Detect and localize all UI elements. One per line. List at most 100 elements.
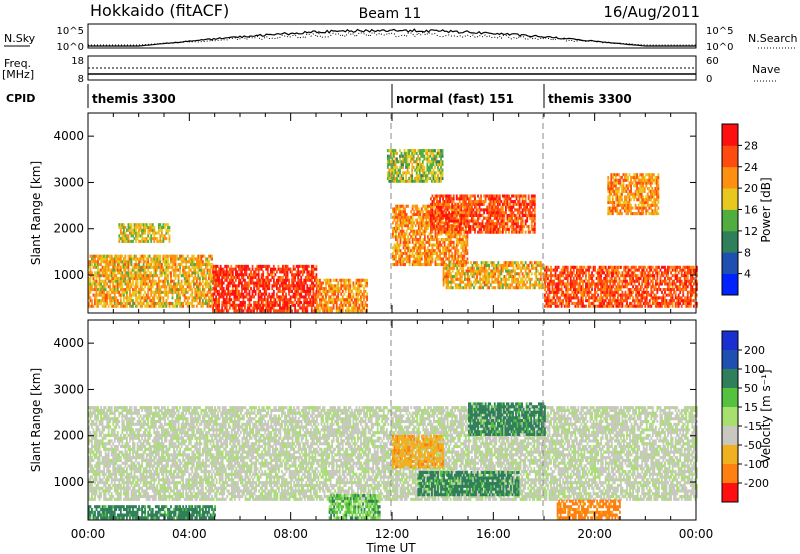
heatmap-cell (300, 275, 303, 280)
heatmap-cell (364, 284, 367, 288)
heatmap-cell (443, 254, 446, 258)
heatmap-cell (508, 230, 510, 234)
heatmap-cell (515, 227, 518, 231)
heatmap-cell (472, 194, 475, 198)
heatmap-cell (554, 271, 557, 275)
heatmap-cell (475, 213, 478, 218)
heatmap-cell (449, 200, 452, 204)
heatmap-cell (292, 281, 295, 285)
heatmap-cell (205, 293, 207, 297)
heatmap-cell (615, 285, 618, 289)
heatmap-cell (198, 257, 201, 261)
heatmap-cell (233, 298, 236, 302)
heatmap-cell (402, 251, 405, 255)
heatmap-cell (431, 230, 434, 234)
heatmap-cell (393, 249, 396, 253)
heatmap-cell (260, 273, 263, 277)
heatmap-cell (550, 299, 552, 303)
heatmap-cell (420, 218, 423, 222)
heatmap-cell (279, 270, 281, 274)
heatmap-cell (533, 219, 536, 223)
heatmap-cell (237, 295, 240, 299)
heatmap-cell (329, 298, 332, 302)
heatmap-cell (88, 285, 90, 289)
heatmap-cell (103, 274, 106, 278)
heatmap-cell (112, 265, 115, 269)
heatmap-cell (88, 301, 90, 305)
heatmap-cell (419, 213, 422, 217)
heatmap-cell (303, 309, 306, 313)
heatmap-cell (112, 296, 115, 300)
heatmap-cell (122, 293, 125, 297)
heatmap-cell (322, 298, 324, 302)
heatmap-cell (466, 205, 469, 209)
heatmap-cell (247, 303, 249, 307)
heatmap-cell (466, 238, 469, 242)
heatmap-cell (653, 293, 656, 297)
heatmap-cell (247, 292, 249, 296)
heatmap-cell (604, 268, 607, 272)
heatmap-cell (309, 303, 312, 307)
cpid-label: CPID (6, 92, 35, 105)
heatmap-cell (572, 268, 575, 272)
heatmap-cell (407, 246, 410, 250)
heatmap-cell (352, 295, 355, 299)
heatmap-cell (404, 207, 406, 211)
heatmap-cell (113, 279, 116, 283)
heatmap-cell (197, 271, 200, 275)
heatmap-cell (200, 304, 203, 308)
heatmap-cell (443, 211, 446, 215)
heatmap-cell (349, 300, 352, 305)
heatmap-cell (609, 290, 612, 294)
heatmap-cell (159, 263, 162, 267)
heatmap-cell (215, 309, 217, 313)
heatmap-cell (360, 278, 362, 282)
heatmap-cell (142, 279, 145, 283)
heatmap-cell (504, 205, 507, 209)
heatmap-cell (469, 194, 472, 198)
heatmap-cell (129, 260, 131, 264)
heatmap-cell (347, 298, 350, 302)
heatmap-cell (463, 257, 466, 261)
heatmap-cell (639, 304, 642, 308)
heatmap-cell (174, 301, 177, 305)
heatmap-cell (116, 268, 119, 272)
heatmap-cell (487, 216, 490, 220)
heatmap-cell (115, 296, 118, 300)
heatmap-cell (582, 274, 584, 278)
heatmap-cell (591, 293, 593, 297)
heatmap-cell (423, 213, 426, 217)
heatmap-cell (474, 213, 476, 218)
heatmap-cell (303, 284, 306, 288)
heatmap-cell (405, 213, 408, 217)
heatmap-cell (654, 299, 657, 303)
heatmap-cell (179, 299, 182, 303)
heatmap-cell (328, 295, 330, 299)
heatmap-cell (448, 243, 451, 247)
heatmap-cell (410, 249, 413, 253)
heatmap-cell (445, 213, 448, 218)
heatmap-cell (511, 230, 513, 234)
heatmap-cell (517, 211, 519, 215)
heatmap-cell (186, 279, 189, 283)
heatmap-cell (205, 257, 207, 261)
heatmap-cell (610, 279, 613, 283)
heatmap-cell (215, 298, 217, 302)
heatmap-cell (455, 194, 458, 198)
heatmap-cell (286, 267, 289, 271)
heatmap-cell (452, 229, 455, 233)
heatmap-cell (147, 274, 150, 278)
heatmap-cell (603, 282, 606, 286)
heatmap-cell (398, 224, 400, 228)
heatmap-cell (572, 290, 575, 294)
heatmap-cell (401, 224, 403, 228)
heatmap-cell (651, 271, 654, 275)
heatmap-cell (515, 202, 518, 206)
heatmap-cell (436, 208, 438, 212)
heatmap-cell (629, 304, 631, 308)
heatmap-cell (442, 205, 444, 209)
heatmap-cell (498, 208, 501, 212)
heatmap-cell (316, 303, 318, 307)
heatmap-cell (512, 222, 515, 226)
heatmap-cell (393, 229, 396, 233)
